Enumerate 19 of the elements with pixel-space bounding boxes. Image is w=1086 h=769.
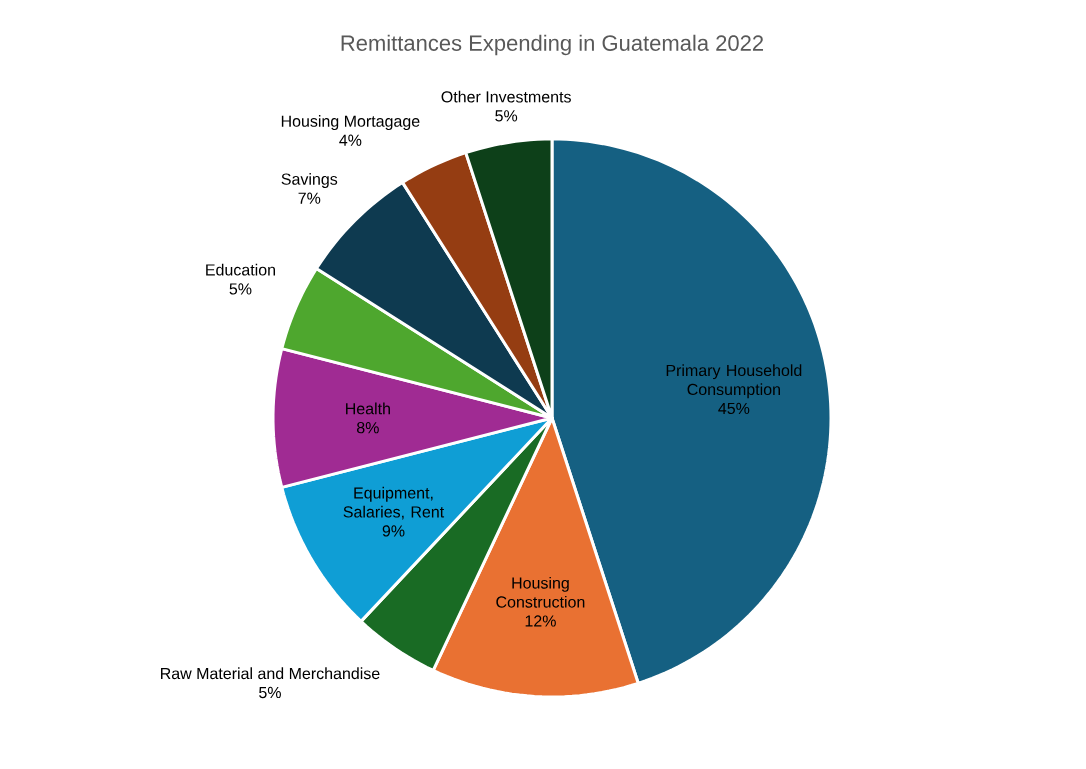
data-label: 5% [229,283,252,295]
slice-label: Housing Construction [496,576,585,608]
slice-label: Primary Household Consumption [666,364,802,399]
slice-label: Raw Material and Merchandise [161,667,380,680]
slice-label: Other Investments [441,90,571,103]
data-label: 7% [298,192,321,204]
slice-label: Savings [281,173,338,188]
data-label: 5% [259,686,281,699]
chart-title: Remittances Expending in Guatemala 2022 [341,34,764,56]
data-label: 45% [718,402,750,415]
data-label: 9% [382,525,405,537]
data-label: 8% [356,422,379,434]
slice-label: Equipment, Salaries, Rent [343,486,445,520]
data-label: 12% [525,615,556,627]
data-label: 5% [495,110,518,122]
slice-label: Health [346,402,390,415]
slice-label: Housing Mortagage [281,115,420,131]
data-label: 4% [339,134,362,146]
slice-label: Education [206,263,276,276]
